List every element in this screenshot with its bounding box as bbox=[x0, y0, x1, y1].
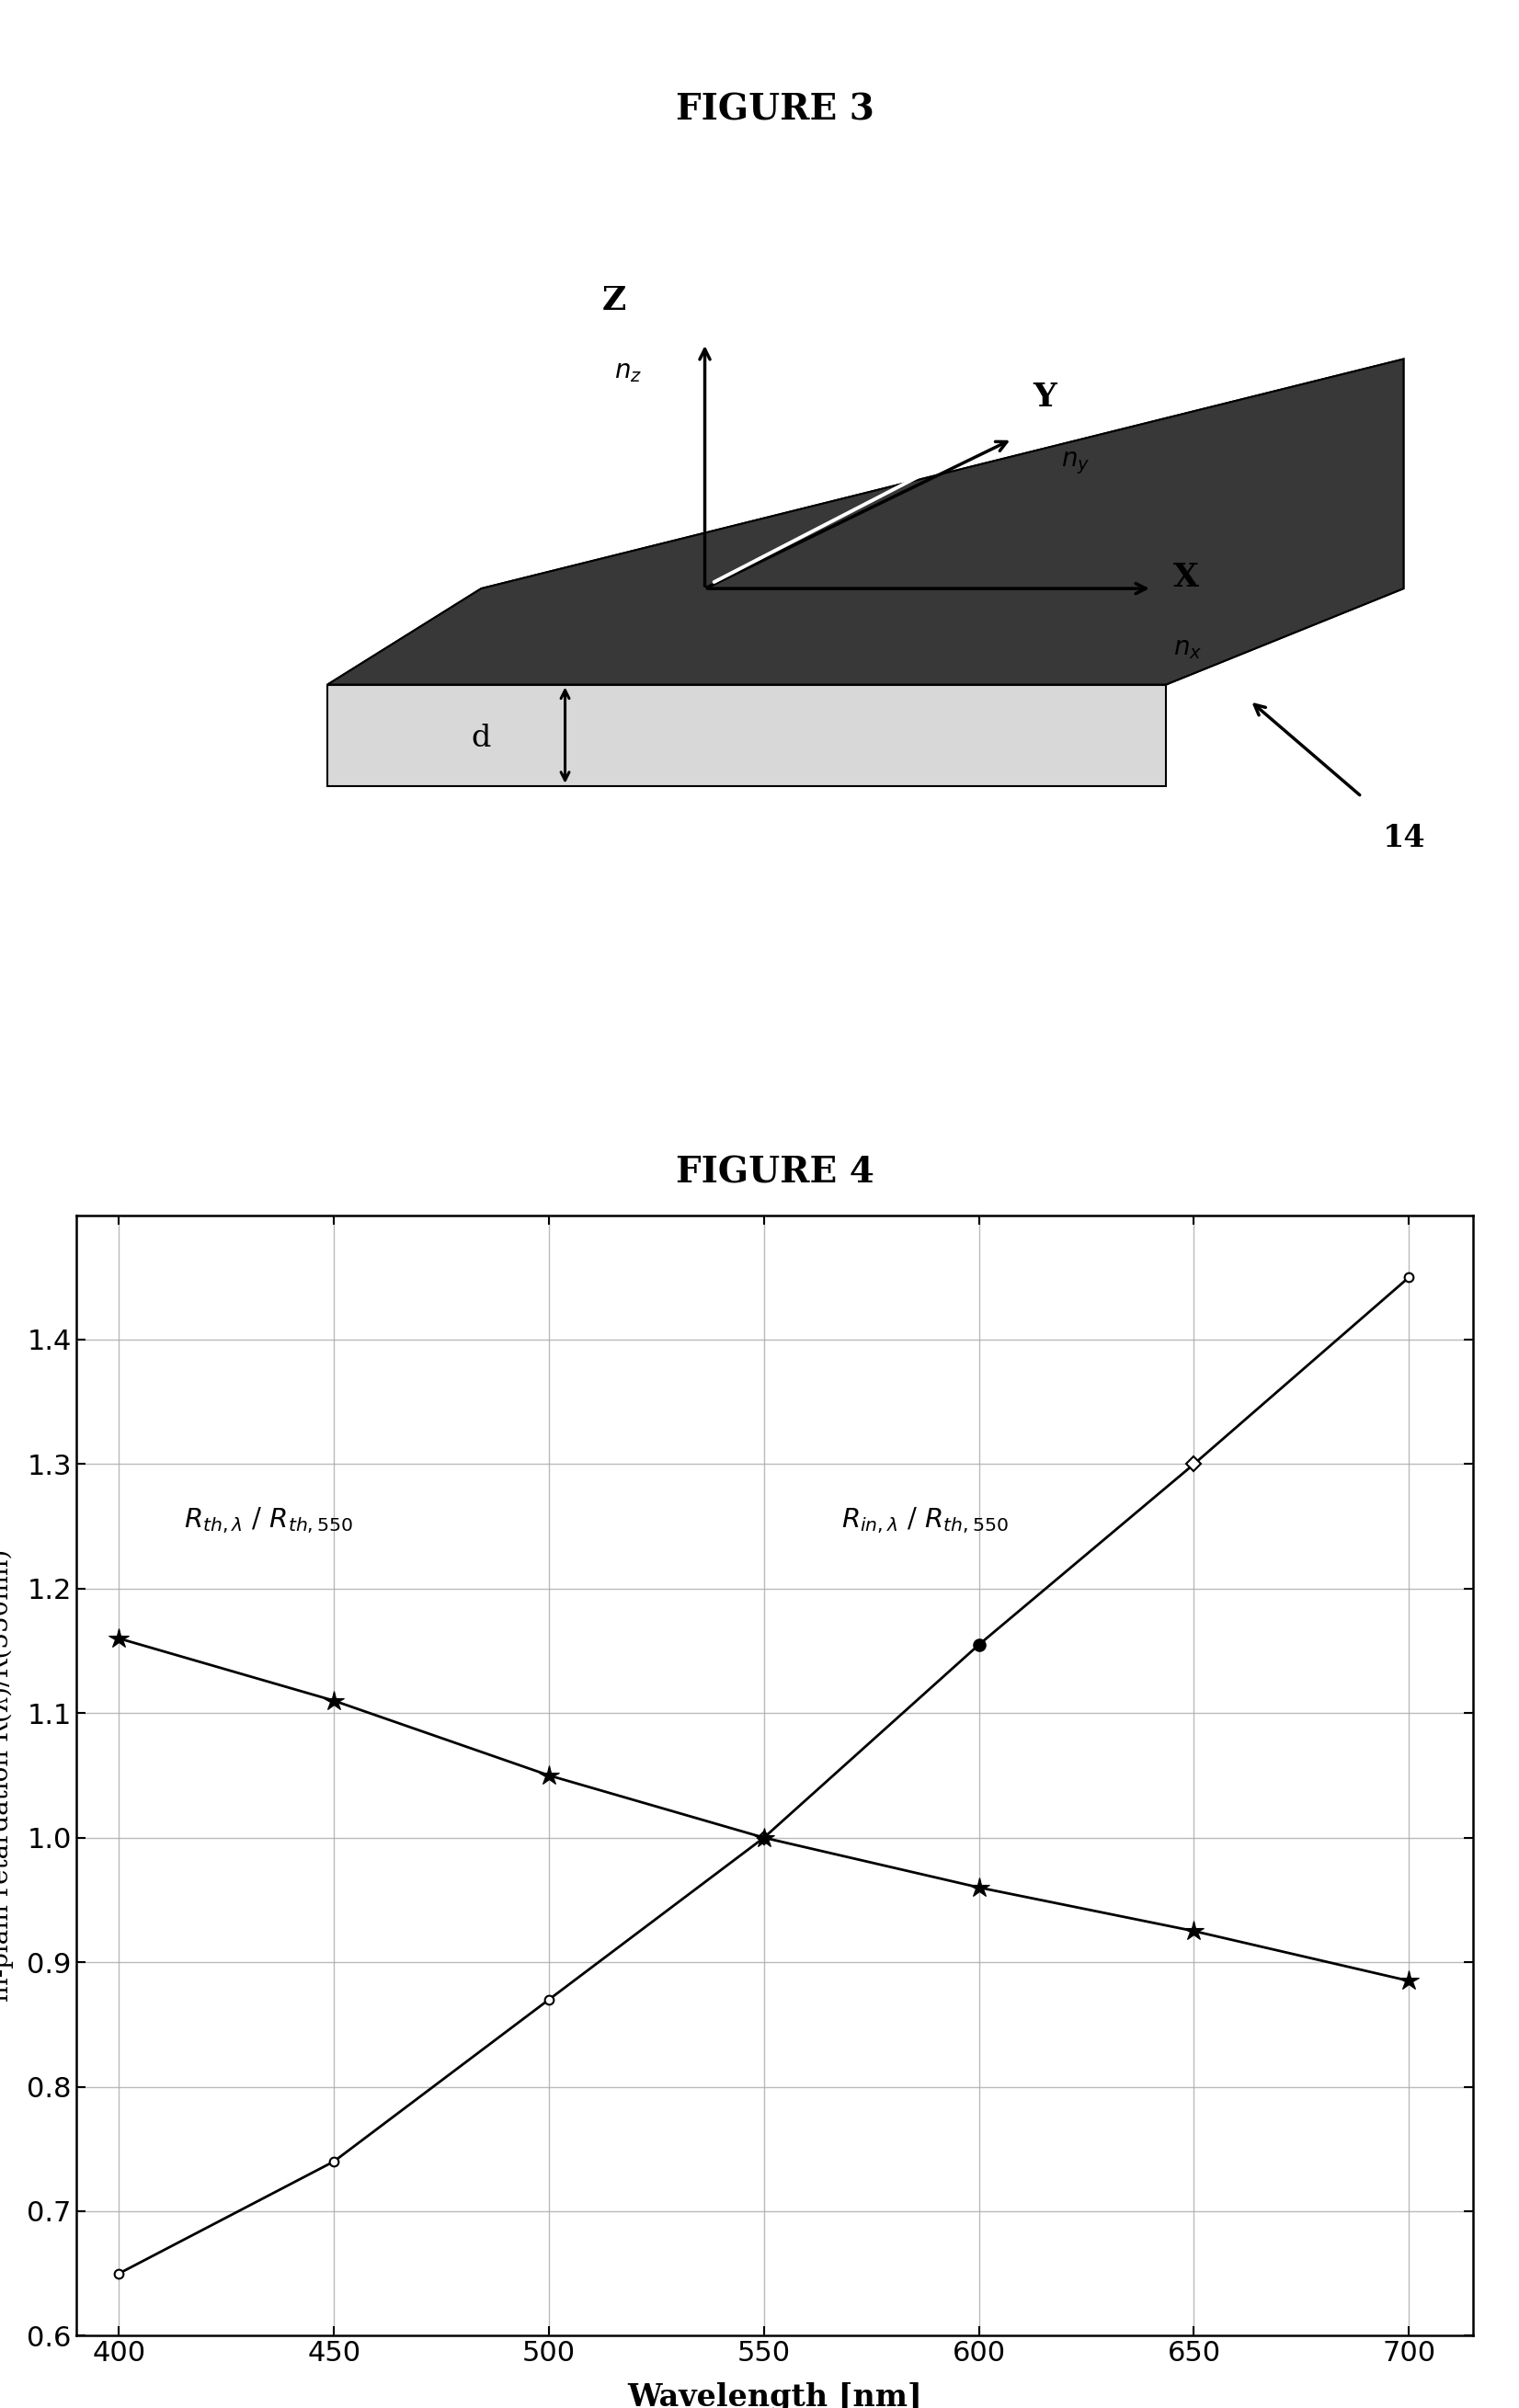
X-axis label: Wavelength [nm]: Wavelength [nm] bbox=[627, 2382, 922, 2408]
Text: $R_{in,\lambda}$ / $R_{th, 550}$: $R_{in,\lambda}$ / $R_{th, 550}$ bbox=[842, 1505, 1009, 1536]
Polygon shape bbox=[328, 359, 1404, 684]
Text: X: X bbox=[1173, 561, 1198, 592]
Text: d: d bbox=[471, 722, 491, 754]
Polygon shape bbox=[328, 684, 1167, 785]
Text: $n_y$: $n_y$ bbox=[1062, 450, 1091, 477]
Polygon shape bbox=[328, 588, 1334, 684]
Text: Y: Y bbox=[1033, 380, 1057, 412]
Y-axis label: in-plain retardation R(λ)/R(550nm): in-plain retardation R(λ)/R(550nm) bbox=[0, 1548, 14, 2001]
Polygon shape bbox=[482, 359, 1404, 684]
Text: $n_x$: $n_x$ bbox=[1173, 636, 1202, 662]
Text: Z: Z bbox=[602, 284, 626, 315]
Text: $n_z$: $n_z$ bbox=[614, 359, 643, 383]
Text: 14: 14 bbox=[1382, 824, 1425, 855]
Title: FIGURE 4: FIGURE 4 bbox=[676, 1156, 873, 1190]
Text: FIGURE 3: FIGURE 3 bbox=[676, 92, 873, 128]
Text: $R_{th,\lambda}$ / $R_{th, 550}$: $R_{th,\lambda}$ / $R_{th, 550}$ bbox=[184, 1505, 352, 1536]
